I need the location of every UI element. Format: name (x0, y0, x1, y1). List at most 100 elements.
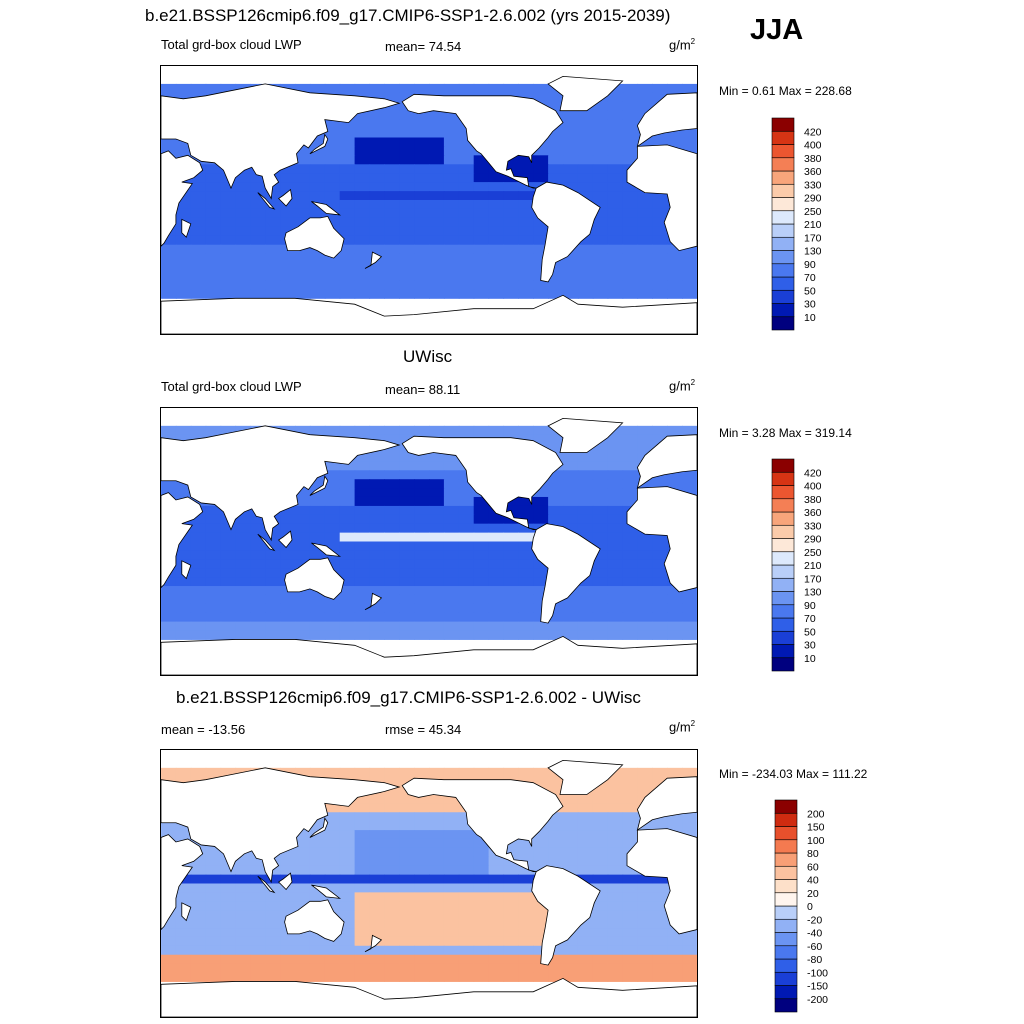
panel1-title: b.e21.BSSP126cmip6.f09_g17.CMIP6-SSP1-2.… (145, 6, 671, 25)
map-cell (473, 425, 490, 436)
map-cell (503, 271, 519, 281)
map-cell (354, 541, 371, 551)
map-cell (369, 280, 385, 290)
map-cell (235, 235, 251, 246)
map-cell (339, 155, 356, 165)
map-cell (354, 164, 371, 174)
colorbar-box (771, 157, 795, 172)
map-cell (429, 901, 445, 911)
map-cell (414, 137, 430, 147)
map-cell (354, 919, 371, 929)
map-cell (220, 972, 237, 982)
map-cell (488, 208, 505, 219)
map-cell (473, 505, 490, 516)
map-cell (414, 821, 430, 831)
map-cell (429, 945, 445, 956)
map-cell (577, 928, 594, 938)
map-cell (518, 253, 534, 264)
map-cell (488, 594, 505, 605)
map-cell (473, 191, 490, 201)
map-cell (607, 200, 624, 210)
map-cell (622, 785, 639, 796)
map-cell (324, 767, 341, 778)
map-cell (548, 954, 564, 965)
map-cell (622, 461, 639, 471)
panel3-minmax-label: Min = -234.03 Max = 111.22 (719, 767, 868, 781)
map-cell (473, 865, 490, 876)
colorbar-box (771, 471, 795, 486)
map-cell (369, 452, 385, 462)
map-cell (339, 173, 356, 183)
map-cell (190, 514, 207, 525)
colorbar-box (771, 644, 795, 659)
map-cell (369, 262, 385, 272)
map-cell (265, 936, 281, 947)
map-cell (384, 146, 400, 156)
map-cell (205, 856, 222, 867)
map-cell (324, 164, 341, 174)
coastline (257, 875, 276, 894)
map-cell (518, 164, 534, 174)
map-cell (161, 235, 177, 246)
map-cell (339, 253, 356, 264)
map-cell (205, 603, 222, 614)
map-cell (354, 630, 371, 640)
map-cell (295, 847, 311, 858)
map-cell (220, 541, 237, 551)
map-cell (563, 594, 579, 605)
map-cell (175, 892, 192, 902)
map-cell (190, 532, 207, 543)
map-cell (563, 794, 579, 804)
map-cell (577, 119, 594, 130)
map-cell (161, 577, 177, 587)
map-cell (280, 856, 296, 867)
map-cell (265, 208, 281, 219)
map-cell (399, 434, 415, 445)
panel3-colorbar: -200 -150 -100 -80 -60 -40 -20 0 20 40 60 80 100 150 2… (774, 799, 855, 1013)
map-cell (190, 612, 207, 623)
map-cell (443, 262, 460, 272)
map-cell (652, 586, 668, 596)
map-cell (577, 856, 594, 867)
map-cell (414, 559, 430, 569)
map-cell (622, 954, 639, 965)
map-cell (429, 883, 445, 893)
map-cell (667, 612, 683, 623)
map-cell (607, 119, 624, 130)
map-cell (607, 550, 624, 560)
map-cell (384, 182, 400, 192)
map-cell (563, 452, 579, 462)
map-cell (309, 612, 326, 623)
map-cell (443, 271, 460, 281)
map-cell (205, 865, 222, 876)
map-cell (161, 280, 177, 290)
map-cell (309, 488, 326, 498)
map-cell (652, 577, 668, 587)
map-cell (458, 488, 475, 498)
coastline (547, 759, 624, 795)
map-cell (309, 164, 326, 174)
map-cell (220, 280, 237, 290)
map-cell (339, 883, 356, 893)
coastline (626, 486, 697, 593)
map-cell (235, 577, 251, 587)
map-cell (667, 928, 683, 938)
map-cell (473, 280, 490, 290)
map-cell (161, 945, 177, 956)
map-cell (548, 812, 564, 822)
map-cell (414, 621, 430, 632)
colorbar-box (771, 577, 795, 592)
colorbar-box (771, 657, 795, 672)
map-cell (250, 928, 266, 938)
map-cell (205, 505, 222, 516)
map-cell (220, 901, 237, 911)
map-cell (384, 532, 400, 543)
map-cell (354, 119, 371, 130)
map-cell (235, 271, 251, 281)
map-cell (429, 182, 445, 192)
map-cell (414, 532, 430, 543)
map-cell (607, 173, 624, 183)
map-cell (667, 137, 683, 147)
map-cell (563, 488, 579, 498)
map-cell (384, 514, 400, 525)
